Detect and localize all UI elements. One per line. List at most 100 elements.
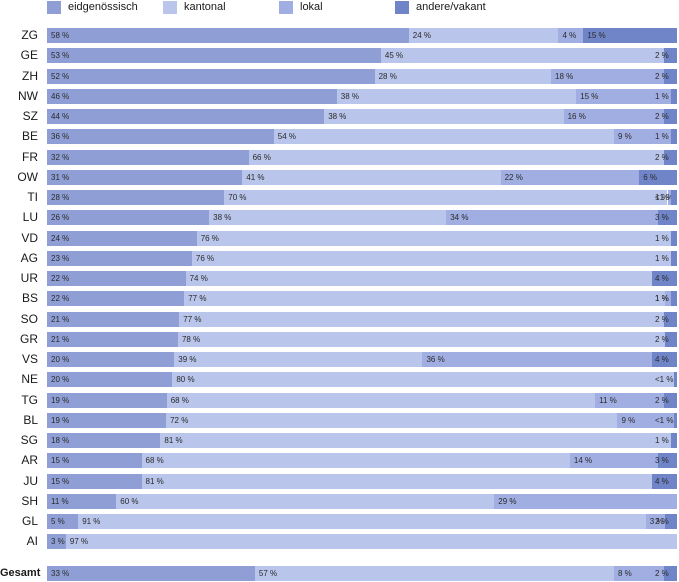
data-label: 3 % (655, 213, 669, 222)
bar-segment-kant (65, 534, 677, 549)
bar-segment-kant (374, 69, 551, 84)
data-label: 15 % (580, 92, 599, 101)
bar-segment-eidg (47, 251, 192, 266)
bar-segment-lokal (422, 352, 652, 367)
bar-segment-eidg (47, 514, 79, 529)
bar-segment-andere (639, 170, 677, 185)
canton-row: VS 20 % 39 % 36 % 4 % (0, 352, 679, 367)
data-label: 1 % (655, 254, 669, 263)
bar-segment-lokal (500, 170, 640, 185)
data-label: 2 % (655, 51, 669, 60)
data-label: 76 % (200, 234, 219, 243)
data-label: 46 % (51, 92, 70, 101)
bar-segment-andere (670, 251, 677, 266)
bar-segment-andere (664, 566, 677, 581)
data-label: 21 % (51, 315, 70, 324)
bar-segment-kant (224, 190, 668, 205)
data-label: 28 % (378, 72, 397, 81)
canton-row: GR 21 % 78 % 2 % (0, 332, 679, 347)
bar-segment-eidg (47, 413, 167, 428)
bar-segment-eidg (47, 109, 325, 124)
bar-segment-eidg (47, 433, 161, 448)
canton-row: SO 21 % 77 % 2 % (0, 312, 679, 327)
bar-segment-kant (78, 514, 646, 529)
data-label: 1 % (655, 92, 669, 101)
canton-row: AG 23 % 76 % 1 % (0, 251, 679, 266)
canton-row: OW 31 % 41 % 22 % 6 % (0, 170, 679, 185)
chart-legend: eidgenössisch kantonal lokal andere/vakant (0, 0, 679, 16)
row-label: FR (22, 150, 38, 164)
bar-segment-lokal (576, 89, 671, 104)
legend-swatch (163, 0, 177, 14)
bar-segment-eidg (47, 312, 180, 327)
bar-segment-kant (172, 372, 674, 387)
canton-row: GL 5 % 91 % 3 % 2 % (0, 514, 679, 529)
data-label: 36 % (426, 355, 445, 364)
data-label: 44 % (51, 112, 70, 121)
data-label: 20 % (51, 355, 70, 364)
bar-segment-lokal (563, 109, 665, 124)
legend-label: eidgenössisch (68, 0, 138, 13)
row-label: ZG (21, 28, 38, 42)
bar-segment-eidg (47, 332, 178, 347)
bar-segment-kant (273, 129, 614, 144)
bar-segment-kant (185, 271, 652, 286)
row-label: NE (21, 372, 38, 386)
canton-row: ZG 58 % 24 % 4 % 15 % (0, 28, 679, 43)
data-label: 38 % (328, 112, 347, 121)
bar-segment-andere (670, 190, 677, 205)
row-label: SZ (22, 109, 38, 123)
data-label: 1 % (655, 436, 669, 445)
data-label: 2 % (655, 569, 669, 578)
legend-swatch (395, 0, 409, 14)
bar-segment-eidg (47, 69, 375, 84)
row-label: Gesamt (0, 567, 41, 579)
row-label: TI (27, 190, 38, 204)
data-label: 1 % (655, 193, 669, 202)
row-label: NW (18, 89, 38, 103)
data-label: 81 % (164, 436, 183, 445)
data-label: 32 % (51, 153, 70, 162)
data-label: 2 % (655, 153, 669, 162)
legend-swatch (47, 0, 61, 14)
bar-segment-eidg (47, 48, 381, 63)
canton-row: SG 18 % 81 % 1 % (0, 433, 679, 448)
bar-segment-andere (651, 352, 677, 367)
data-label: 1 % (655, 132, 669, 141)
row-label: AG (20, 251, 38, 265)
data-label: 52 % (51, 72, 70, 81)
legend-swatch (279, 0, 293, 14)
data-label: 1 % (655, 294, 669, 303)
canton-row: AI 3 % 97 % (0, 534, 679, 549)
bar-segment-kant (380, 48, 665, 63)
bar-segment-kant (242, 170, 501, 185)
row-label: GL (21, 514, 38, 528)
legend-item: kantonal (163, 0, 226, 14)
bar-segment-andere (664, 150, 677, 165)
bar-segment-eidg (47, 352, 175, 367)
bar-segment-lokal (645, 514, 665, 529)
legend-label: lokal (300, 0, 323, 13)
bar-segment-kant (141, 453, 570, 468)
row-label: JU (23, 474, 38, 488)
data-label: 16 % (567, 112, 586, 121)
data-label: 4 % (655, 355, 669, 364)
bar-segment-andere (673, 372, 677, 387)
data-label: 78 % (181, 335, 201, 344)
bar-segment-eidg (47, 474, 142, 489)
data-label: 28 % (51, 193, 70, 202)
data-label: 97 % (69, 537, 89, 546)
row-label: SO (20, 312, 38, 326)
data-label: 66 % (252, 153, 271, 162)
bar-segment-eidg (47, 28, 409, 43)
bar-segment-kant (254, 566, 614, 581)
bar-segment-lokal (595, 393, 665, 408)
row-label: SG (20, 433, 38, 447)
data-label: 38 % (340, 92, 360, 101)
bar-segment-lokal (617, 413, 674, 428)
bar-segment-andere (658, 453, 677, 468)
canton-row: SH 11 % 60 % 29 % (0, 494, 679, 509)
row-label: BE (21, 129, 38, 143)
bar-segment-eidg (47, 453, 142, 468)
bar-segment-kant (141, 474, 652, 489)
